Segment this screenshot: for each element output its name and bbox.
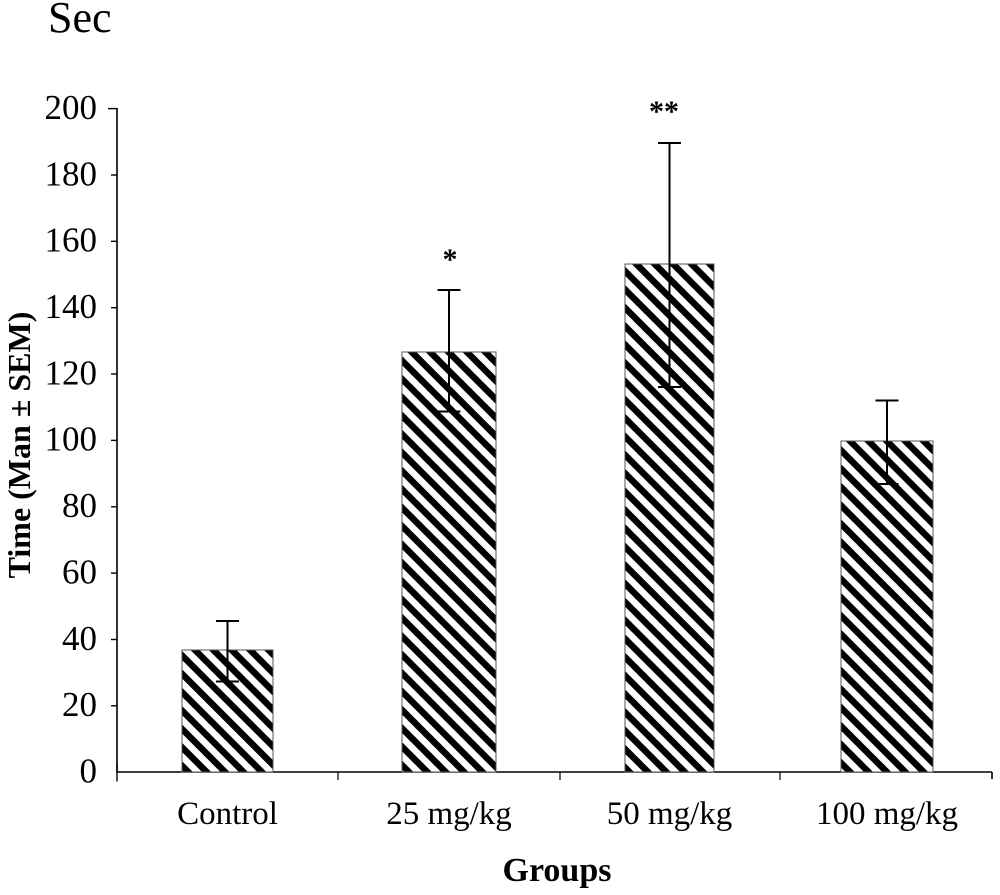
svg-text:Sec: Sec xyxy=(48,0,112,42)
svg-text:*: * xyxy=(443,243,458,276)
svg-text:120: 120 xyxy=(45,353,98,392)
svg-text:100 mg/kg: 100 mg/kg xyxy=(816,796,958,832)
svg-text:140: 140 xyxy=(45,287,98,326)
svg-text:0: 0 xyxy=(80,752,98,791)
svg-text:25 mg/kg: 25 mg/kg xyxy=(386,796,512,832)
svg-text:40: 40 xyxy=(62,619,97,658)
svg-text:180: 180 xyxy=(45,154,98,193)
svg-text:80: 80 xyxy=(62,486,97,525)
svg-text:200: 200 xyxy=(45,88,98,127)
svg-text:100: 100 xyxy=(45,420,98,459)
svg-text:50 mg/kg: 50 mg/kg xyxy=(607,796,733,832)
svg-text:60: 60 xyxy=(62,552,97,591)
svg-text:160: 160 xyxy=(45,221,98,260)
svg-text:Control: Control xyxy=(177,796,278,832)
svg-text:Time (Man ± SEM): Time (Man ± SEM) xyxy=(1,312,37,579)
svg-text:20: 20 xyxy=(62,685,97,724)
svg-text:Groups: Groups xyxy=(503,852,612,889)
svg-text:**: ** xyxy=(649,95,679,128)
